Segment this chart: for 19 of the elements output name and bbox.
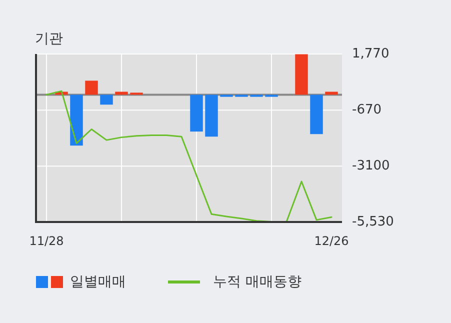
bar bbox=[325, 92, 338, 95]
line-series bbox=[46, 90, 332, 223]
y-tick-label: -5,530 bbox=[352, 214, 394, 230]
chart-title: 기관 bbox=[35, 31, 63, 47]
y-tick-label: -3100 bbox=[352, 158, 390, 174]
y-tick-label: -670 bbox=[352, 102, 382, 118]
legend-label: 일별매매 bbox=[70, 274, 126, 290]
bar bbox=[295, 54, 308, 95]
bar bbox=[70, 94, 83, 146]
y-tick-label: 1,770 bbox=[352, 46, 390, 62]
bar bbox=[310, 94, 323, 134]
bar bbox=[205, 94, 218, 137]
x-tick-label: 11/28 bbox=[29, 234, 64, 248]
bar bbox=[190, 94, 203, 132]
x-tick-label: 12/26 bbox=[314, 234, 349, 248]
legend-label: 누적 매매동향 bbox=[213, 274, 302, 290]
bar bbox=[115, 92, 128, 95]
bar bbox=[100, 94, 113, 105]
bar bbox=[85, 80, 98, 95]
